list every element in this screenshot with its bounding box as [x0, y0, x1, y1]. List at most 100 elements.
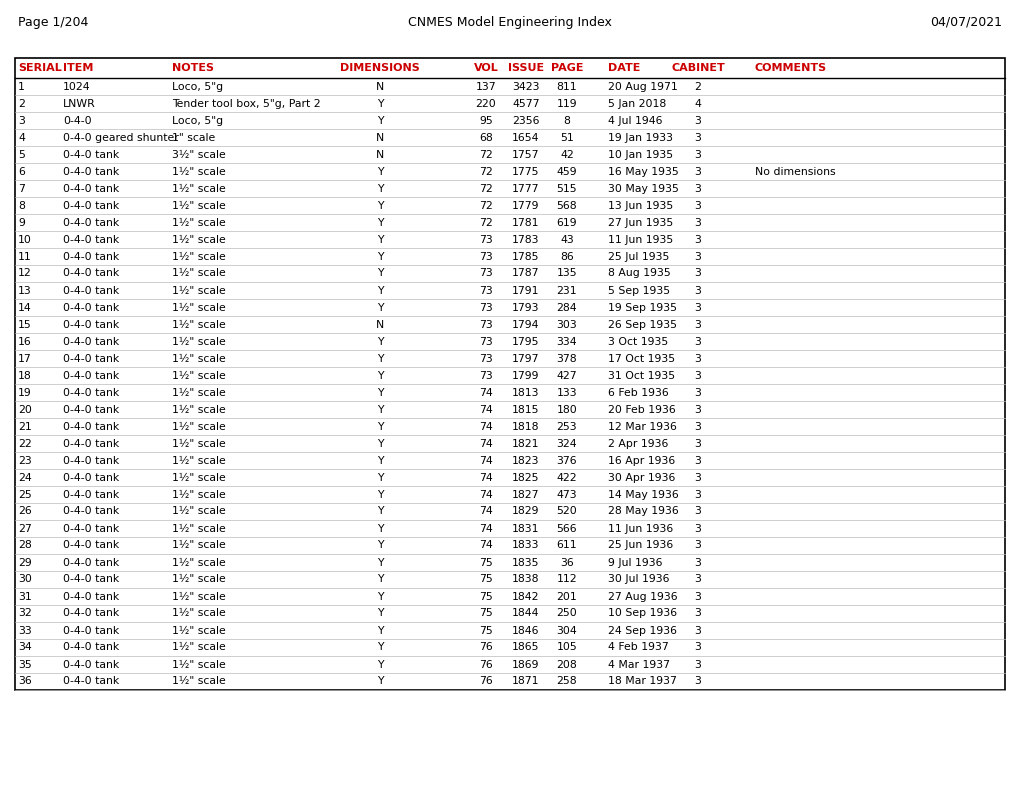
Text: 1½" scale: 1½" scale [172, 523, 225, 533]
Text: 76: 76 [479, 642, 492, 652]
Text: 1787: 1787 [512, 269, 539, 278]
Text: CNMES Model Engineering Index: CNMES Model Engineering Index [408, 16, 611, 28]
Text: 1: 1 [18, 81, 24, 91]
Text: Y: Y [376, 303, 383, 313]
Text: 1775: 1775 [512, 166, 539, 177]
Text: 1½" scale: 1½" scale [172, 557, 225, 567]
Text: 1846: 1846 [512, 626, 539, 635]
Text: 35: 35 [18, 660, 32, 670]
Text: 30 May 1935: 30 May 1935 [607, 184, 679, 194]
Text: 1829: 1829 [512, 507, 539, 516]
Text: 3: 3 [694, 523, 701, 533]
Text: 0-4-0 tank: 0-4-0 tank [63, 354, 119, 363]
Text: 180: 180 [556, 404, 577, 414]
Text: 0-4-0 tank: 0-4-0 tank [63, 184, 119, 194]
Text: Tender tool box, 5"g, Part 2: Tender tool box, 5"g, Part 2 [172, 98, 320, 109]
Text: 231: 231 [556, 285, 577, 296]
Text: 27 Jun 1935: 27 Jun 1935 [607, 217, 673, 228]
Text: 10: 10 [18, 235, 32, 244]
Text: Y: Y [376, 269, 383, 278]
Text: 5: 5 [18, 150, 24, 159]
Text: 0-4-0 tank: 0-4-0 tank [63, 150, 119, 159]
Text: 284: 284 [556, 303, 577, 313]
Text: 15: 15 [18, 319, 32, 329]
Text: 0-4-0 tank: 0-4-0 tank [63, 319, 119, 329]
Text: Y: Y [376, 523, 383, 533]
Text: 0-4-0 tank: 0-4-0 tank [63, 303, 119, 313]
Text: 105: 105 [556, 642, 577, 652]
Text: 1823: 1823 [512, 455, 539, 466]
Text: 30 Jul 1936: 30 Jul 1936 [607, 574, 668, 585]
Text: 520: 520 [556, 507, 577, 516]
Text: 1793: 1793 [512, 303, 539, 313]
Text: Y: Y [376, 251, 383, 262]
Text: 16: 16 [18, 336, 32, 347]
Text: 0-4-0 tank: 0-4-0 tank [63, 677, 119, 686]
Text: Y: Y [376, 200, 383, 210]
Text: 29: 29 [18, 557, 32, 567]
Text: 73: 73 [479, 370, 492, 381]
Text: 0-4-0 tank: 0-4-0 tank [63, 455, 119, 466]
Text: 1831: 1831 [512, 523, 539, 533]
Text: 1797: 1797 [512, 354, 539, 363]
Text: 135: 135 [556, 269, 577, 278]
Text: 0-4-0 tank: 0-4-0 tank [63, 592, 119, 601]
Text: 3: 3 [694, 319, 701, 329]
Text: Y: Y [376, 217, 383, 228]
Text: Y: Y [376, 626, 383, 635]
Text: 10 Jan 1935: 10 Jan 1935 [607, 150, 673, 159]
Text: 1½" scale: 1½" scale [172, 574, 225, 585]
Text: 3: 3 [694, 507, 701, 516]
Text: 17 Oct 1935: 17 Oct 1935 [607, 354, 675, 363]
Text: Y: Y [376, 541, 383, 551]
Text: 28: 28 [18, 541, 32, 551]
Text: 3: 3 [694, 370, 701, 381]
Text: N: N [376, 132, 384, 143]
Text: 3: 3 [694, 285, 701, 296]
Text: 304: 304 [556, 626, 577, 635]
Text: 8: 8 [18, 200, 24, 210]
Text: 3: 3 [694, 489, 701, 500]
Text: 4577: 4577 [512, 98, 539, 109]
Text: 22: 22 [18, 438, 32, 448]
Text: 1½" scale: 1½" scale [172, 626, 225, 635]
Text: 566: 566 [556, 523, 577, 533]
Text: 220: 220 [475, 98, 496, 109]
Text: 0-4-0 tank: 0-4-0 tank [63, 388, 119, 397]
Text: 1838: 1838 [512, 574, 539, 585]
Text: 74: 74 [479, 489, 492, 500]
Text: 27 Aug 1936: 27 Aug 1936 [607, 592, 677, 601]
Text: 0-4-0 tank: 0-4-0 tank [63, 217, 119, 228]
Text: 0-4-0 tank: 0-4-0 tank [63, 166, 119, 177]
Text: 21: 21 [18, 422, 32, 432]
Text: 1813: 1813 [512, 388, 539, 397]
Text: 1½" scale: 1½" scale [172, 269, 225, 278]
Text: 18: 18 [18, 370, 32, 381]
Text: 3: 3 [694, 608, 701, 619]
Text: 74: 74 [479, 388, 492, 397]
Text: 74: 74 [479, 507, 492, 516]
Text: 24 Sep 1936: 24 Sep 1936 [607, 626, 677, 635]
Text: Y: Y [376, 660, 383, 670]
Text: 3: 3 [694, 455, 701, 466]
Text: 12: 12 [18, 269, 32, 278]
Text: 201: 201 [556, 592, 577, 601]
Text: 16 May 1935: 16 May 1935 [607, 166, 678, 177]
Text: 1½" scale: 1½" scale [172, 489, 225, 500]
Text: 1779: 1779 [512, 200, 539, 210]
Text: 0-4-0 tank: 0-4-0 tank [63, 235, 119, 244]
Text: 3: 3 [694, 677, 701, 686]
Text: 25: 25 [18, 489, 32, 500]
Text: 4: 4 [694, 98, 701, 109]
Text: No dimensions: No dimensions [754, 166, 835, 177]
Text: 17: 17 [18, 354, 32, 363]
Text: 1827: 1827 [512, 489, 539, 500]
Text: 3: 3 [694, 388, 701, 397]
Text: 73: 73 [479, 235, 492, 244]
Text: 1½" scale: 1½" scale [172, 319, 225, 329]
Text: 73: 73 [479, 319, 492, 329]
Text: 3: 3 [18, 116, 24, 125]
Text: 13: 13 [18, 285, 32, 296]
Text: 208: 208 [556, 660, 577, 670]
Text: 334: 334 [556, 336, 577, 347]
